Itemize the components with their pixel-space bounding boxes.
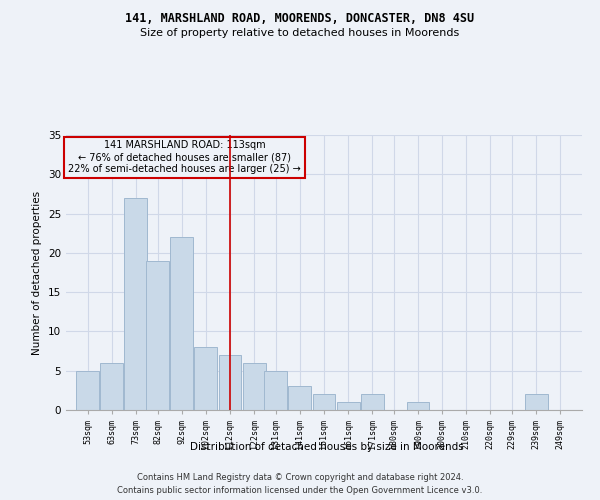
Text: Distribution of detached houses by size in Moorends: Distribution of detached houses by size … (190, 442, 464, 452)
Bar (337, 402, 359, 410)
Bar (407, 402, 430, 410)
Bar (100, 363, 123, 410)
Text: 141, MARSHLAND ROAD, MOORENDS, DONCASTER, DN8 4SU: 141, MARSHLAND ROAD, MOORENDS, DONCASTER… (125, 12, 475, 26)
Bar (265, 370, 287, 410)
Bar (242, 363, 266, 410)
Bar (124, 198, 148, 410)
Bar (170, 237, 193, 410)
Bar (289, 386, 311, 410)
Text: Size of property relative to detached houses in Moorends: Size of property relative to detached ho… (140, 28, 460, 38)
Bar (194, 347, 217, 410)
Text: Contains public sector information licensed under the Open Government Licence v3: Contains public sector information licen… (118, 486, 482, 495)
Bar (525, 394, 548, 410)
Text: Contains HM Land Registry data © Crown copyright and database right 2024.: Contains HM Land Registry data © Crown c… (137, 472, 463, 482)
Text: 141 MARSHLAND ROAD: 113sqm
← 76% of detached houses are smaller (87)
22% of semi: 141 MARSHLAND ROAD: 113sqm ← 76% of deta… (68, 140, 301, 173)
Bar (76, 370, 99, 410)
Y-axis label: Number of detached properties: Number of detached properties (32, 190, 43, 354)
Bar (313, 394, 335, 410)
Bar (146, 260, 169, 410)
Bar (218, 355, 241, 410)
Bar (361, 394, 383, 410)
